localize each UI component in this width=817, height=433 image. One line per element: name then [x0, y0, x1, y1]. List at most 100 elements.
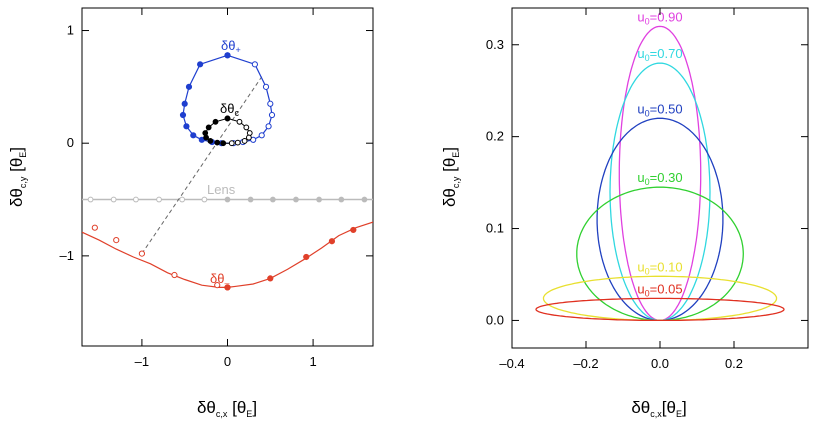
right-ylabel-unit: [θ: [440, 158, 459, 177]
right-ylabel-base: δθ: [440, 188, 459, 207]
left-y-axis-label: δθc,y [θE]: [7, 147, 28, 207]
lens-point: [87, 196, 94, 203]
minus-point-filled: [328, 238, 336, 245]
plus-point-filled: [185, 83, 193, 90]
left-ylabel-close: ]: [7, 147, 26, 152]
left-annotation-centroid: δθc: [220, 101, 239, 118]
ellipse-u0-0.90: [618, 25, 702, 322]
series-label-base: u: [637, 170, 644, 185]
lens-point: [156, 196, 162, 203]
right-data-layer: [535, 25, 785, 322]
left-ylabel-unit-sub: E: [18, 152, 28, 158]
left-y-tick-label: 0: [67, 135, 74, 150]
plus-image-loop: [182, 54, 273, 144]
minus-point-open: [214, 282, 221, 289]
right-x-tick-label: 0.2: [725, 356, 743, 371]
plus-point-open: [251, 61, 258, 68]
ellipse-u0-0.50: [596, 117, 724, 322]
lens-point: [247, 196, 254, 203]
left-annotation-lens: Lens: [207, 182, 236, 197]
left-x-axis-label: δθc,x [θE]: [197, 398, 257, 419]
left-tick-layer: –1 0 1 –1 0 1: [60, 8, 373, 369]
series-label-u0-0.90: u0=0.90: [637, 9, 682, 26]
lens-point: [338, 196, 345, 203]
left-y-tick-label: 1: [67, 23, 74, 38]
right-series-label-layer: u0=0.90u0=0.70u0=0.50u0=0.30u0=0.10u0=0.…: [637, 9, 682, 298]
left-x-tick-label: 0: [224, 354, 231, 369]
left-x-tick-label: –1: [135, 354, 149, 369]
right-ylabel-unit-sub: E: [451, 152, 461, 158]
series-label-rest: =0.10: [650, 259, 683, 274]
plus-point-filled: [179, 111, 187, 119]
left-data-layer: [82, 52, 373, 291]
right-y-tick-label: 0.1: [486, 221, 504, 236]
left-xlabel-base: δθ: [197, 398, 216, 417]
right-tick-layer: –0.4 –0.2 0.0 0.2 0.0 0.1 0.2 0.3: [486, 8, 808, 371]
series-label-sub: 0: [645, 266, 650, 276]
centroid-point-filled: [220, 140, 227, 147]
left-xlabel-sub: c,x: [216, 409, 228, 419]
left-ylabel-unit: [θ: [7, 158, 26, 177]
series-label-u0-0.30: u0=0.30: [637, 170, 682, 187]
right-ylabel-sub: c,y: [451, 176, 461, 188]
ellipse-u0-0.10: [542, 275, 778, 322]
right-y-tick-label: 0.0: [486, 312, 504, 327]
centroid-point-filled: [203, 134, 210, 141]
minus-point-open: [138, 250, 146, 257]
minus-point-filled: [267, 275, 274, 282]
ellipse-u0-0.70: [609, 62, 711, 322]
centroid-point-filled: [207, 138, 214, 144]
minus-point-filled: [224, 284, 231, 291]
series-label-rest: =0.50: [650, 101, 683, 116]
centroid-point-open: [228, 140, 235, 147]
series-label-rest: =0.70: [650, 46, 683, 61]
series-label-sub: 0: [645, 177, 650, 187]
series-label-u0-0.70: u0=0.70: [637, 46, 682, 63]
minus-point-filled: [350, 226, 357, 234]
right-x-tick-label: –0.2: [573, 356, 598, 371]
left-clipped-data: [82, 52, 373, 291]
right-xlabel-base: δθ: [631, 398, 650, 417]
plus-point-filled: [224, 52, 231, 59]
centroid-point-open: [236, 118, 243, 125]
left-panel: –1 0 1–101 δθ+ δθc Lens δθ– δθc,x [θE] δθc…: [7, 7, 374, 419]
series-label-base: u: [637, 9, 644, 24]
series-label-base: u: [637, 46, 644, 61]
series-label-sub: 0: [645, 108, 650, 118]
left-annotation-plus-base: δθ: [221, 38, 235, 53]
minus-point-open: [113, 236, 120, 244]
left-xlabel-close: ]: [252, 398, 257, 417]
centroid-point-filled: [214, 139, 221, 146]
series-label-sub: 0: [645, 16, 650, 26]
left-annotation-minus: δθ–: [210, 271, 229, 288]
lens-point: [224, 196, 231, 203]
left-annotation-plus: δθ+: [221, 38, 241, 55]
right-xlabel-close: ]: [682, 398, 687, 417]
centroid-point-open: [241, 138, 248, 144]
right-y-tick-label: 0.2: [486, 129, 504, 144]
right-x-axis-label: δθc,x[θE]: [631, 398, 686, 419]
right-x-tick-label: 0.0: [651, 356, 669, 371]
series-label-rest: =0.90: [650, 9, 683, 24]
minus-point-open: [171, 271, 178, 279]
left-annotation-centroid-base: δθ: [220, 101, 234, 116]
series-label-base: u: [637, 281, 644, 296]
series-label-sub: 0: [645, 288, 650, 298]
centroid-point-filled: [202, 130, 209, 136]
left-annotation-minus-base: δθ: [210, 271, 224, 286]
plus-point-open: [268, 111, 276, 119]
minus-point-open: [91, 224, 98, 231]
connector-dashed-line: [141, 76, 263, 254]
ellipse-u0-0.30: [576, 186, 744, 322]
left-annotation-plus-sub: +: [235, 45, 240, 55]
minus-point-filled: [303, 253, 310, 261]
lens-point: [201, 196, 208, 203]
plus-point-filled: [181, 100, 188, 107]
centroid-point-filled: [224, 115, 231, 122]
left-xlabel-unit: [θ: [227, 398, 246, 417]
right-xlabel-unit-sub: E: [676, 409, 682, 419]
series-label-sub: 0: [645, 53, 650, 63]
plus-point-filled: [183, 123, 190, 130]
right-x-tick-label: –0.4: [499, 356, 524, 371]
